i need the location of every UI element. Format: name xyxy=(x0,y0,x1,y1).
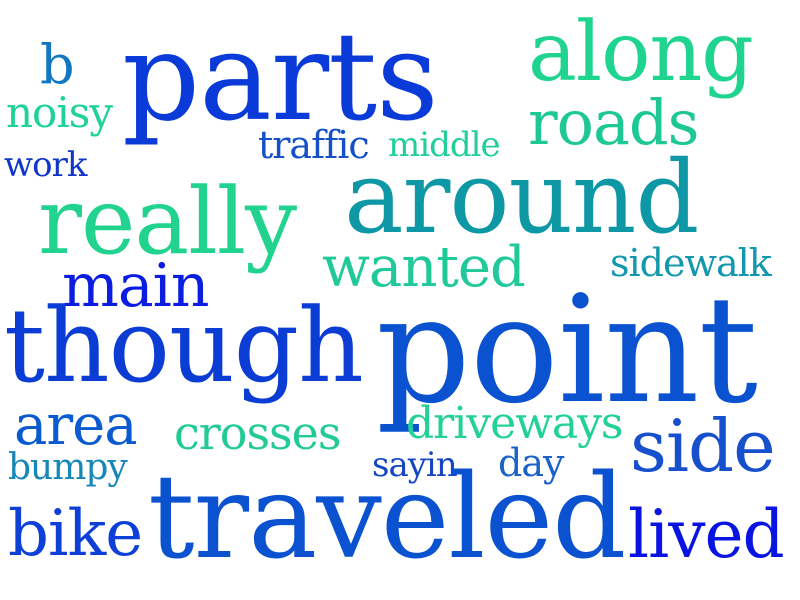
word-side: side xyxy=(630,404,776,488)
word-sidewalk: sidewalk xyxy=(610,241,772,285)
word-bike: bike xyxy=(8,497,143,571)
word-traffic: traffic xyxy=(258,123,370,167)
word-work: work xyxy=(4,145,87,185)
word-wanted: wanted xyxy=(322,235,526,300)
word-driveways: driveways xyxy=(406,398,623,449)
word-main: main xyxy=(62,251,209,321)
word-area: area xyxy=(14,393,138,458)
word-sayin: sayin xyxy=(372,445,458,485)
word-noisy: noisy xyxy=(6,88,113,137)
word-point: point xyxy=(376,264,758,436)
word-along: along xyxy=(528,5,754,100)
word-b: b xyxy=(40,33,75,96)
word-though: though xyxy=(4,287,364,406)
word-really: really xyxy=(38,168,297,275)
word-roads: roads xyxy=(528,86,699,159)
word-lived: lived xyxy=(628,496,785,573)
word-bumpy: bumpy xyxy=(8,447,128,488)
word-middle: middle xyxy=(388,125,501,165)
word-crosses: crosses xyxy=(174,406,341,460)
word-traveled: traveled xyxy=(148,450,626,585)
word-day: day xyxy=(498,441,564,485)
word-around: around xyxy=(344,139,699,256)
word-parts: parts xyxy=(122,6,439,148)
